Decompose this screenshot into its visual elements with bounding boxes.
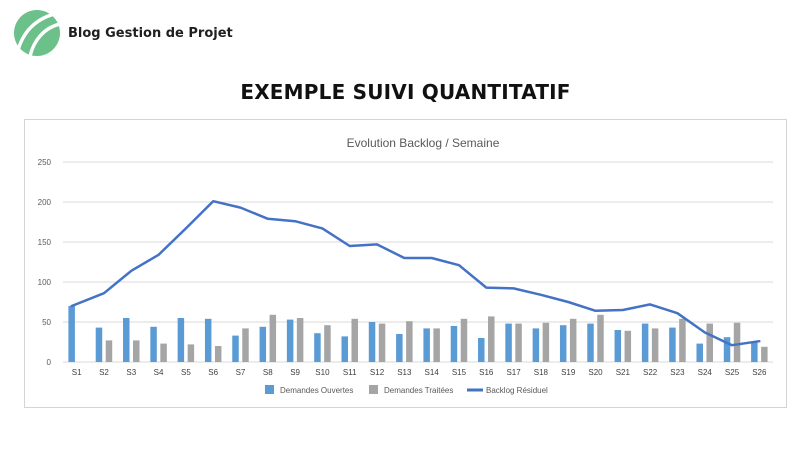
y-tick-label: 250 [38,158,52,167]
bar-demandes-traitees [569,318,577,362]
x-tick-label: S25 [725,368,740,377]
bar-demandes-ouvertes [559,325,567,362]
bar-demandes-ouvertes [341,336,348,362]
bar-demandes-ouvertes [641,323,649,362]
bar-demandes-ouvertes [123,318,130,362]
bar-demandes-ouvertes [450,326,458,362]
x-tick-label: S6 [208,368,218,377]
bar-demandes-ouvertes [68,306,75,362]
page-title: EXEMPLE SUIVI QUANTITATIF [240,80,571,104]
bar-demandes-traitees [242,328,249,362]
line-backlog-residuel [70,199,761,347]
bar-demandes-traitees [597,314,604,362]
bar-demandes-ouvertes [396,334,403,362]
y-tick-label: 150 [38,238,52,247]
x-tick-label: S8 [263,368,273,377]
bar-demandes-ouvertes [723,337,731,362]
bar-demandes-ouvertes [751,342,758,362]
backlog-chart: Evolution Backlog / Semaine 0 50 100 150 200 2… [38,136,773,395]
x-tick-label: S20 [588,368,603,377]
x-tick-label: S16 [479,368,494,377]
legend-demandes-traitees-swatch [369,385,378,394]
bar-demandes-traitees [515,323,522,362]
bar-demandes-ouvertes [696,343,703,362]
y-tick-label: 0 [47,358,52,367]
legend-demandes-ouvertes: Demandes Ouvertes [280,386,353,395]
bar-demandes-ouvertes [532,328,540,362]
x-tick-label: S4 [154,368,164,377]
legend-backlog-residuel: Backlog Résiduel [486,386,548,395]
bar-demandes-ouvertes [587,323,594,362]
y-tick-label: 50 [42,318,51,327]
legend-demandes-traitees: Demandes Traitées [384,386,453,395]
brand-name: Blog Gestion de Projet [68,25,233,41]
x-tick-label: S13 [397,368,412,377]
bar-demandes-ouvertes [505,323,512,362]
bar-demandes-traitees [624,330,632,362]
bar-demandes-traitees [651,328,659,362]
bar-demandes-traitees [679,318,686,362]
x-tick-label: S5 [181,368,191,377]
bar-demandes-ouvertes [423,328,430,362]
x-tick-label: S7 [236,368,246,377]
x-tick-label: S12 [370,368,385,377]
bar-demandes-traitees [378,323,386,362]
bar-demandes-traitees [324,325,331,362]
x-tick-label: S10 [315,368,330,377]
bar-demandes-traitees [433,328,440,362]
bar-demandes-traitees [733,322,741,362]
bar-demandes-ouvertes [204,318,212,362]
bar-demandes-ouvertes [177,318,185,362]
x-tick-label: S9 [290,368,300,377]
bar-demandes-traitees [269,314,277,362]
x-tick-label: S23 [670,368,685,377]
bar-demandes-traitees [187,344,195,362]
x-tick-label: S19 [561,368,576,377]
bar-demandes-ouvertes [286,319,294,362]
bar-demandes-ouvertes [95,327,103,362]
x-tick-label: S17 [506,368,521,377]
x-tick-label: S3 [126,368,136,377]
bar-demandes-traitees [406,321,413,362]
x-tick-label: S22 [643,368,658,377]
x-tick-label: S21 [616,368,631,377]
x-tick-label: S18 [534,368,549,377]
x-tick-label: S24 [698,368,713,377]
leaf-logo-icon [14,10,60,56]
bar-demandes-traitees [160,343,167,362]
x-tick-label: S11 [343,368,357,377]
bar-demandes-ouvertes [669,327,676,362]
y-tick-label: 100 [38,278,52,287]
bar-demandes-ouvertes [478,338,485,362]
bar-demandes-ouvertes [314,333,321,362]
x-tick-label: S26 [752,368,767,377]
bar-demandes-traitees [706,323,713,362]
bar-demandes-ouvertes [232,335,239,362]
bar-demandes-traitees [296,318,304,362]
x-tick-label: S2 [99,368,109,377]
bar-demandes-ouvertes [259,326,267,362]
y-tick-label: 200 [38,198,52,207]
bar-demandes-traitees [105,340,113,362]
bar-demandes-ouvertes [614,330,622,362]
bar-demandes-traitees [351,318,358,362]
x-tick-label: S1 [72,368,82,377]
bar-demandes-traitees [133,340,140,362]
chart-frame: Evolution Backlog / Semaine 0 50 100 150 200 2… [24,119,787,408]
bar-demandes-traitees [542,322,550,362]
legend-demandes-ouvertes-swatch [265,385,274,394]
x-tick-label: S14 [425,368,440,377]
chart-title: Evolution Backlog / Semaine [347,136,500,150]
bar-demandes-traitees [460,318,468,362]
x-tick-label: S15 [452,368,467,377]
bar-demandes-ouvertes [368,322,376,362]
bar-demandes-traitees [214,346,222,362]
bar-demandes-ouvertes [150,326,157,362]
bar-demandes-traitees [488,316,495,362]
bar-demandes-traitees [761,346,768,362]
brand[interactable]: Blog Gestion de Projet [14,10,233,56]
